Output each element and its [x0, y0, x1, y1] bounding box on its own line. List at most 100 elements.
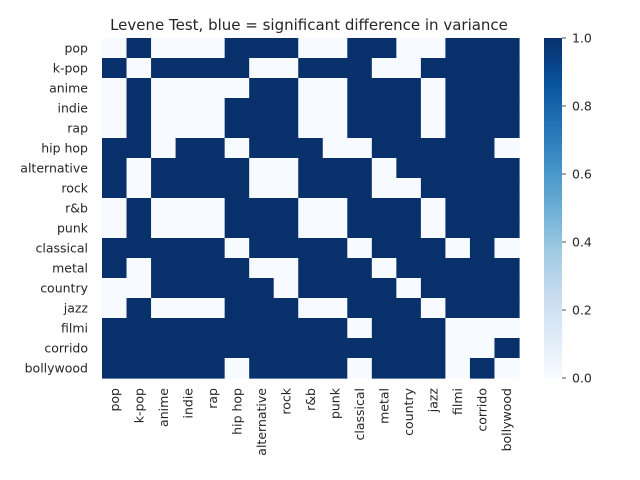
heatmap-cell: [371, 298, 397, 319]
heatmap-cell: [151, 338, 177, 359]
heatmap-cell: [175, 158, 201, 179]
heatmap-cell: [175, 338, 201, 359]
heatmap-cell: [126, 158, 152, 179]
x-tick-label: k-pop: [131, 388, 146, 423]
heatmap-cell: [175, 118, 201, 139]
heatmap-cell: [420, 118, 447, 139]
heatmap-cell: [322, 338, 348, 359]
colorbar-tick-label: 0.2: [572, 303, 592, 318]
heatmap-cell: [347, 258, 373, 279]
heatmap-cell: [469, 298, 496, 319]
heatmap-cell: [249, 298, 275, 319]
heatmap-cell: [151, 98, 177, 119]
heatmap-cell: [102, 198, 128, 219]
heatmap-cell: [175, 298, 201, 319]
heatmap-cell: [494, 338, 520, 359]
heatmap-cell: [102, 338, 128, 359]
heatmap-cell: [322, 138, 348, 159]
x-tick-label: filmi: [450, 388, 465, 415]
heatmap-cell: [420, 258, 447, 279]
heatmap-cell: [494, 38, 520, 59]
heatmap-cell: [200, 118, 226, 139]
heatmap-cell: [494, 138, 520, 159]
heatmap-cell: [347, 198, 373, 219]
heatmap-cell: [322, 78, 348, 99]
heatmap-cell: [396, 198, 422, 219]
colorbar-tick-label: 0.4: [572, 235, 592, 250]
heatmap-cell: [126, 238, 152, 259]
heatmap-cell: [151, 278, 177, 299]
x-tick-label: bollywood: [499, 388, 514, 451]
heatmap-cell: [396, 58, 422, 79]
heatmap-cell: [347, 138, 373, 159]
heatmap-cell: [420, 338, 447, 359]
heatmap-cell: [347, 278, 373, 299]
heatmap-cell: [102, 358, 128, 379]
heatmap-cell: [273, 158, 299, 179]
heatmap-cell: [420, 98, 447, 119]
heatmap-cell: [445, 278, 471, 299]
heatmap-cell: [469, 338, 496, 359]
heatmap-cell: [102, 278, 128, 299]
heatmap-cell: [224, 178, 250, 199]
heatmap-cell: [494, 198, 520, 219]
heatmap-cell: [273, 258, 299, 279]
heatmap-cell: [445, 138, 471, 159]
y-tick-label: classical: [35, 241, 88, 256]
heatmap-cell: [151, 78, 177, 99]
x-tick-label: pop: [107, 388, 122, 412]
heatmap-cell: [396, 338, 422, 359]
heatmap-cell: [469, 78, 496, 99]
heatmap-cell: [298, 78, 324, 99]
heatmap-cell: [494, 118, 520, 139]
heatmap-cell: [151, 158, 177, 179]
colorbar-ticks: 0.0 0.2 0.4 0.6 0.8 1.0: [562, 31, 592, 386]
heatmap-cell: [249, 278, 275, 299]
heatmap-cell: [175, 238, 201, 259]
y-tick-label: punk: [57, 221, 89, 236]
heatmap-cell: [469, 138, 496, 159]
heatmap-cell: [445, 98, 471, 119]
heatmap-cell: [371, 38, 397, 59]
heatmap-cell: [175, 258, 201, 279]
heatmap-cell: [126, 98, 152, 119]
heatmap-cell: [347, 158, 373, 179]
x-tick-label: country: [401, 387, 416, 435]
heatmap-cell: [420, 298, 447, 319]
heatmap-cells: [102, 38, 520, 379]
heatmap-cell: [420, 138, 447, 159]
heatmap-cell: [298, 98, 324, 119]
colorbar: [544, 38, 562, 378]
heatmap-cell: [224, 118, 250, 139]
heatmap-cell: [445, 258, 471, 279]
heatmap-cell: [151, 318, 177, 339]
heatmap-cell: [347, 338, 373, 359]
heatmap-cell: [126, 58, 152, 79]
heatmap-cell: [396, 358, 422, 379]
heatmap-cell: [273, 198, 299, 219]
heatmap-cell: [200, 238, 226, 259]
heatmap-cell: [273, 218, 299, 239]
heatmap-cell: [151, 138, 177, 159]
heatmap-cell: [298, 318, 324, 339]
y-tick-label: filmi: [61, 321, 88, 336]
heatmap-cell: [249, 138, 275, 159]
heatmap-cell: [396, 278, 422, 299]
heatmap-cell: [445, 58, 471, 79]
heatmap-cell: [494, 318, 520, 339]
y-tick-label: bollywood: [25, 361, 88, 376]
heatmap-cell: [298, 278, 324, 299]
heatmap-cell: [200, 58, 226, 79]
heatmap-cell: [469, 318, 496, 339]
heatmap-cell: [273, 138, 299, 159]
heatmap-cell: [200, 178, 226, 199]
heatmap-cell: [494, 78, 520, 99]
heatmap-cell: [298, 238, 324, 259]
y-tick-label: anime: [49, 81, 88, 96]
heatmap-cell: [102, 158, 128, 179]
heatmap-cell: [298, 218, 324, 239]
heatmap-cell: [371, 158, 397, 179]
heatmap-cell: [469, 198, 496, 219]
heatmap-cell: [273, 178, 299, 199]
heatmap-cell: [396, 318, 422, 339]
